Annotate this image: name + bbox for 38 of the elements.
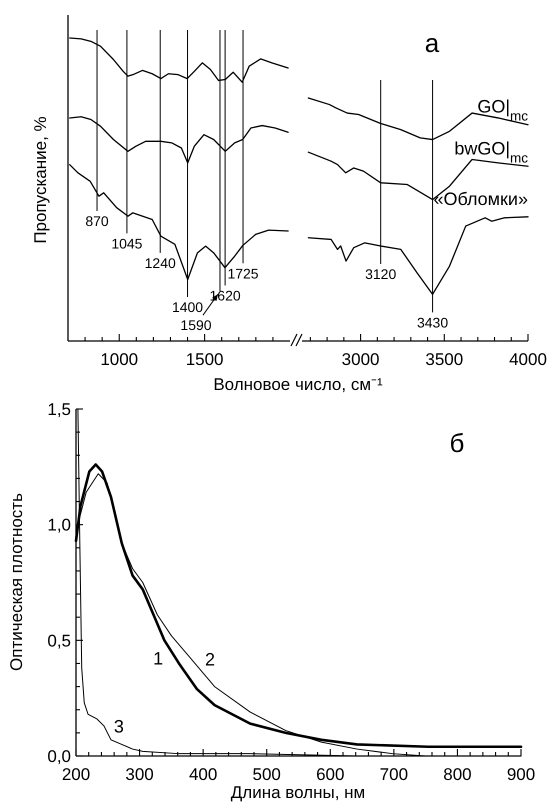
x-tick-label: 300 — [125, 765, 154, 784]
y-axis-title: Пропускание, % — [31, 116, 50, 244]
ref-line-label: 3120 — [365, 266, 396, 282]
y-tick-label: 0,5 — [47, 631, 71, 650]
series-label: 3 — [114, 716, 124, 737]
x-axis-title: Длина волны, нм — [230, 783, 366, 802]
ref-line-label: 3430 — [417, 314, 448, 330]
text: б — [450, 428, 464, 458]
y-tick-label: 0,0 — [47, 747, 71, 766]
chart-title: а — [424, 28, 440, 58]
ref-line-label: 1620 — [210, 287, 241, 304]
series-label: 1 — [153, 648, 164, 668]
x-tick-label: 3000 — [342, 350, 380, 369]
ref-line-label: 1725 — [227, 265, 259, 282]
series-label: 2 — [204, 649, 215, 670]
x-tick-label: 3500 — [425, 350, 464, 369]
x-tick-label: 1500 — [186, 350, 224, 369]
y-tick-label: 1,5 — [47, 400, 71, 419]
y-axis-title: Оптическая плотность — [7, 492, 26, 671]
ref-line-label: 1400 — [172, 299, 204, 316]
legend-label: 1590 — [180, 317, 212, 334]
x-tick-label: 500 — [252, 765, 281, 784]
x-tick-label: 1000 — [100, 350, 138, 369]
x-tick-label: 400 — [188, 765, 218, 784]
ref-line-label: 1045 — [111, 235, 143, 252]
y-tick-label: 1,0 — [47, 516, 71, 535]
x-tick-label: 200 — [62, 765, 90, 784]
x-tick-label: 900 — [506, 765, 536, 784]
x-tick-label: 600 — [316, 765, 344, 784]
ref-line-label: 1240 — [144, 254, 176, 271]
ref-line-label: 870 — [85, 212, 109, 229]
x-tick-label: 700 — [380, 765, 408, 784]
series-label: «Обломки» — [433, 188, 528, 209]
x-axis-title: Волновое число, см⁻¹ — [213, 375, 384, 394]
x-tick-label: 4000 — [509, 350, 547, 369]
x-tick-label: 800 — [443, 765, 472, 784]
series-label: GO|$_{mc}$ — [477, 96, 528, 124]
series-label: bwGO|$_{mc}$ — [454, 138, 528, 165]
